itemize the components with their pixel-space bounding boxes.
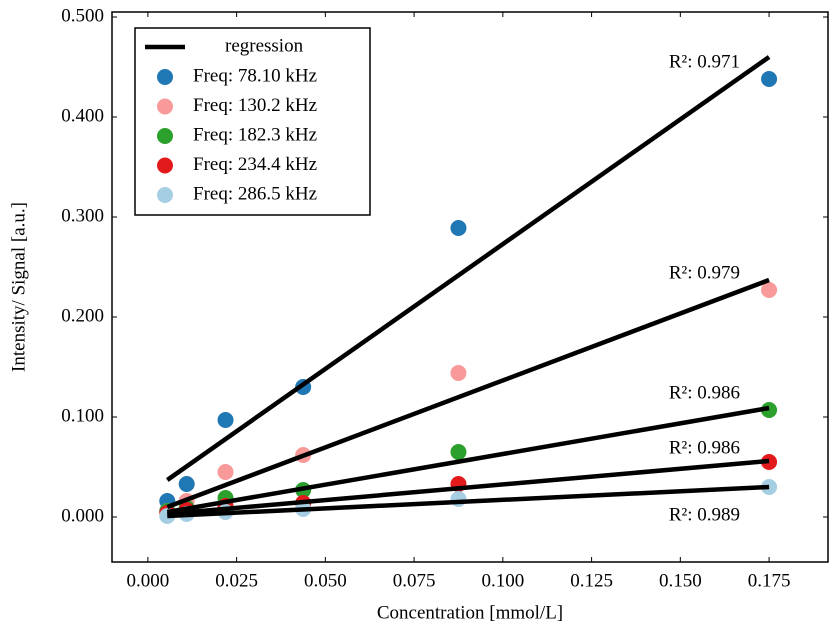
legend-label: Freq: 286.5 kHz (193, 183, 317, 204)
legend-label: Freq: 182.3 kHz (193, 124, 317, 145)
x-tick-label: 0.150 (659, 570, 702, 591)
data-point (761, 282, 778, 298)
x-tick-label: 0.125 (570, 570, 613, 591)
regression-line (165, 55, 771, 482)
data-point (450, 491, 467, 507)
data-point (450, 365, 467, 381)
data-point (761, 71, 778, 87)
legend-marker (157, 187, 173, 203)
r2-label: R²: 0.979 (669, 262, 740, 283)
regression-line (166, 405, 770, 515)
y-tick-label: 0.000 (61, 505, 104, 526)
legend-marker (157, 69, 173, 85)
legend-label: regression (225, 35, 304, 56)
y-tick-label: 0.100 (61, 405, 104, 426)
legend-marker (157, 128, 173, 144)
x-tick-label: 0.075 (393, 570, 436, 591)
y-axis-label: Intensity/ Signal [a.u.] (8, 202, 29, 372)
legend-marker (157, 157, 173, 174)
y-tick-label: 0.400 (61, 105, 104, 126)
y-tick-label: 0.300 (61, 205, 104, 226)
x-tick-label: 0.050 (304, 570, 347, 591)
r2-label: R²: 0.986 (669, 437, 740, 458)
legend-label: Freq: 130.2 kHz (193, 95, 317, 116)
y-tick-label: 0.500 (61, 5, 104, 26)
data-point (217, 464, 234, 480)
plot-frame (111, 11, 829, 563)
data-point (450, 444, 467, 460)
data-point (217, 412, 234, 428)
r2-label: R²: 0.971 (669, 51, 740, 72)
x-tick-label: 0.000 (126, 570, 169, 591)
r2-label: R²: 0.989 (669, 504, 740, 525)
legend-label: Freq: 234.4 kHz (193, 154, 317, 175)
r2-label: R²: 0.986 (669, 382, 740, 403)
x-tick-label: 0.175 (748, 570, 791, 591)
x-axis-label: Concentration [mmol/L] (377, 602, 563, 623)
regression-line (167, 484, 770, 519)
regression-line (167, 458, 770, 517)
legend-marker (157, 98, 173, 115)
legend-box (134, 27, 371, 216)
x-tick-label: 0.100 (481, 570, 524, 591)
data-point (178, 476, 195, 492)
x-tick-label: 0.025 (215, 570, 258, 591)
legend-label: Freq: 78.10 kHz (193, 65, 317, 86)
y-tick-label: 0.200 (61, 305, 104, 326)
regression-line (166, 277, 770, 510)
data-point (450, 220, 467, 236)
